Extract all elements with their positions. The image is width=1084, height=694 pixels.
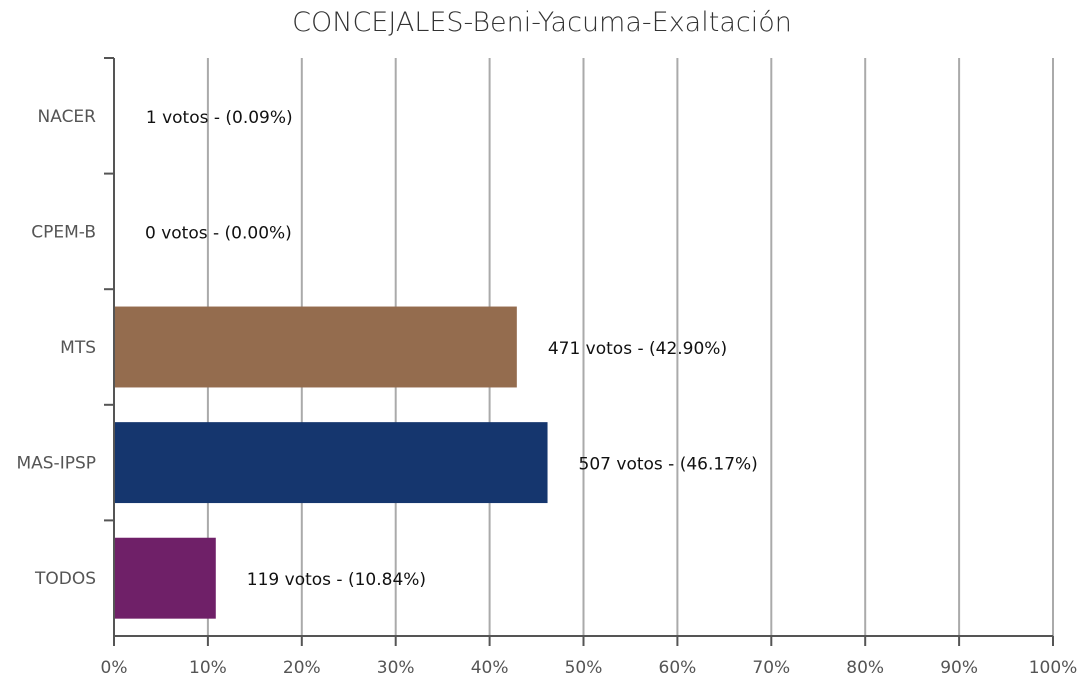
bar-todos <box>114 537 216 619</box>
data-label: 507 votos - (46.17%) <box>579 455 758 475</box>
category-label: NACER <box>38 107 97 127</box>
x-tick-label: 80% <box>846 658 884 678</box>
category-label: MAS-IPSP <box>16 454 96 474</box>
bar-mts <box>114 306 517 388</box>
x-tick-label: 60% <box>659 658 697 678</box>
category-label: MTS <box>60 338 96 358</box>
data-label: 119 votos - (10.84%) <box>247 570 426 590</box>
category-label: TODOS <box>34 569 96 589</box>
data-label: 471 votos - (42.90%) <box>548 339 727 359</box>
x-tick-label: 50% <box>565 658 603 678</box>
x-tick-label: 20% <box>283 658 321 678</box>
x-tick-label: 30% <box>377 658 415 678</box>
bar-mas-ipsp <box>114 422 548 504</box>
x-tick-label: 90% <box>940 658 978 678</box>
x-tick-label: 10% <box>189 658 227 678</box>
chart-title: CONCEJALES-Beni-Yacuma-Exaltación <box>292 7 792 38</box>
x-tick-label: 40% <box>471 658 509 678</box>
category-label: CPEM-B <box>31 222 96 242</box>
x-tick-label: 0% <box>101 658 128 678</box>
x-tick-label: 100% <box>1029 658 1078 678</box>
x-tick-label: 70% <box>752 658 790 678</box>
data-label: 0 votos - (0.00%) <box>145 223 292 243</box>
data-label: 1 votos - (0.09%) <box>146 108 293 128</box>
